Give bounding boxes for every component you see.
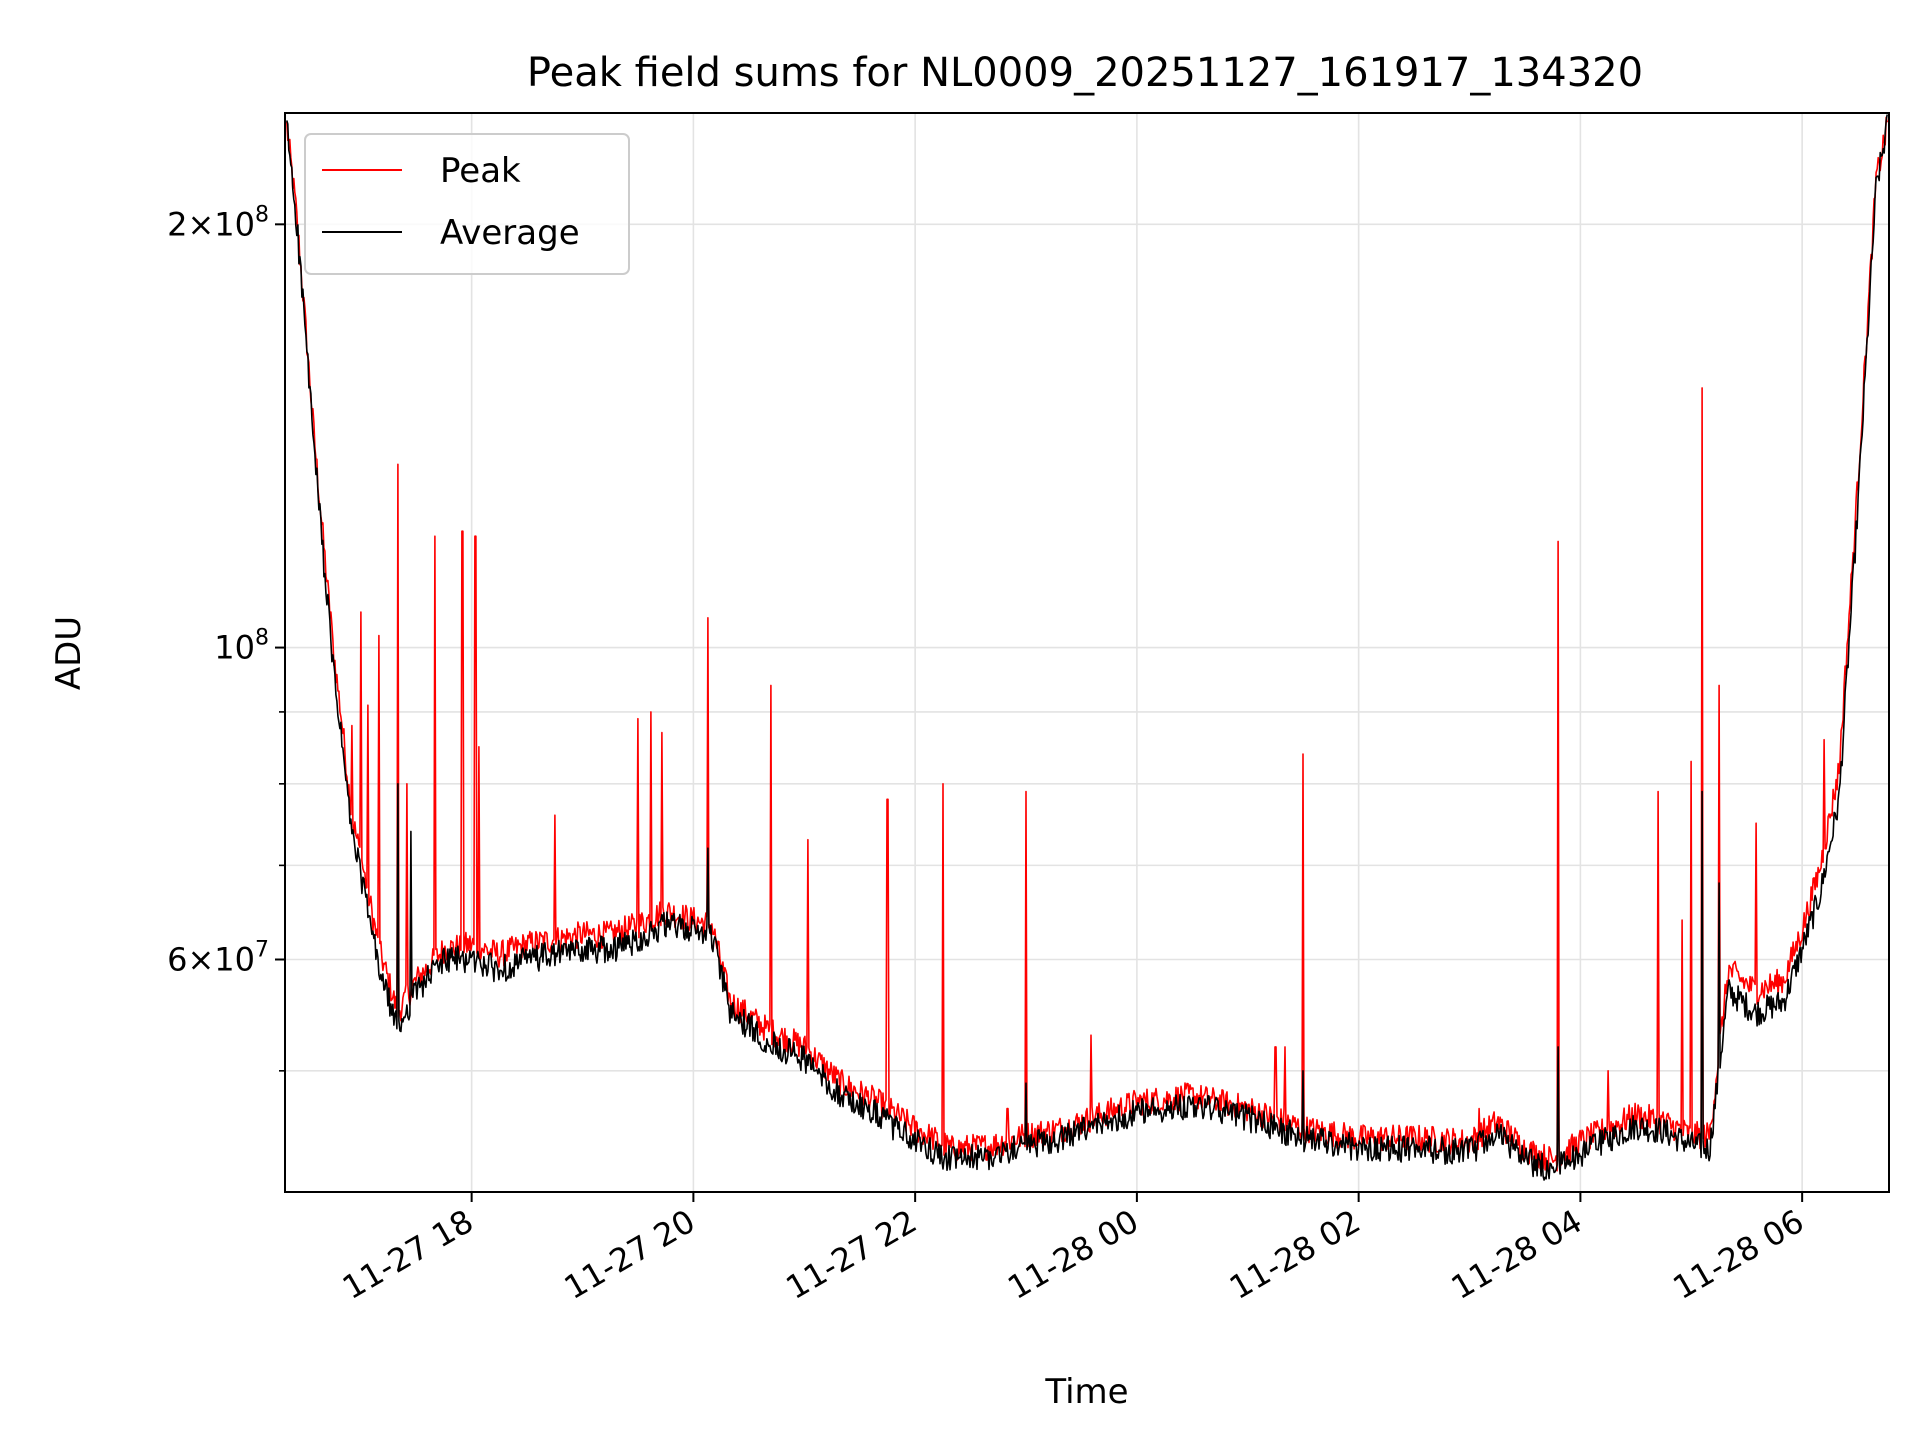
y-tick-label: 2×108 [167, 202, 269, 243]
series-line-average [286, 114, 1888, 1181]
chart-title: Peak field sums for NL0009_20251127_1619… [527, 50, 1643, 96]
series-layer [286, 114, 1888, 1181]
x-axis-label: Time [1044, 1372, 1128, 1412]
grid [285, 113, 1889, 1192]
legend-label-average: Average [440, 213, 580, 253]
y-axis-label: ADU [49, 616, 89, 690]
legend-label-peak: Peak [440, 151, 521, 191]
plot-frame [284, 112, 1890, 1193]
legend: Peak Average [304, 133, 630, 275]
y-axis: 2×108 108 6×107 [167, 202, 285, 1072]
y-tick-label: 108 [214, 626, 269, 667]
y-tick-label: 6×107 [167, 937, 269, 978]
